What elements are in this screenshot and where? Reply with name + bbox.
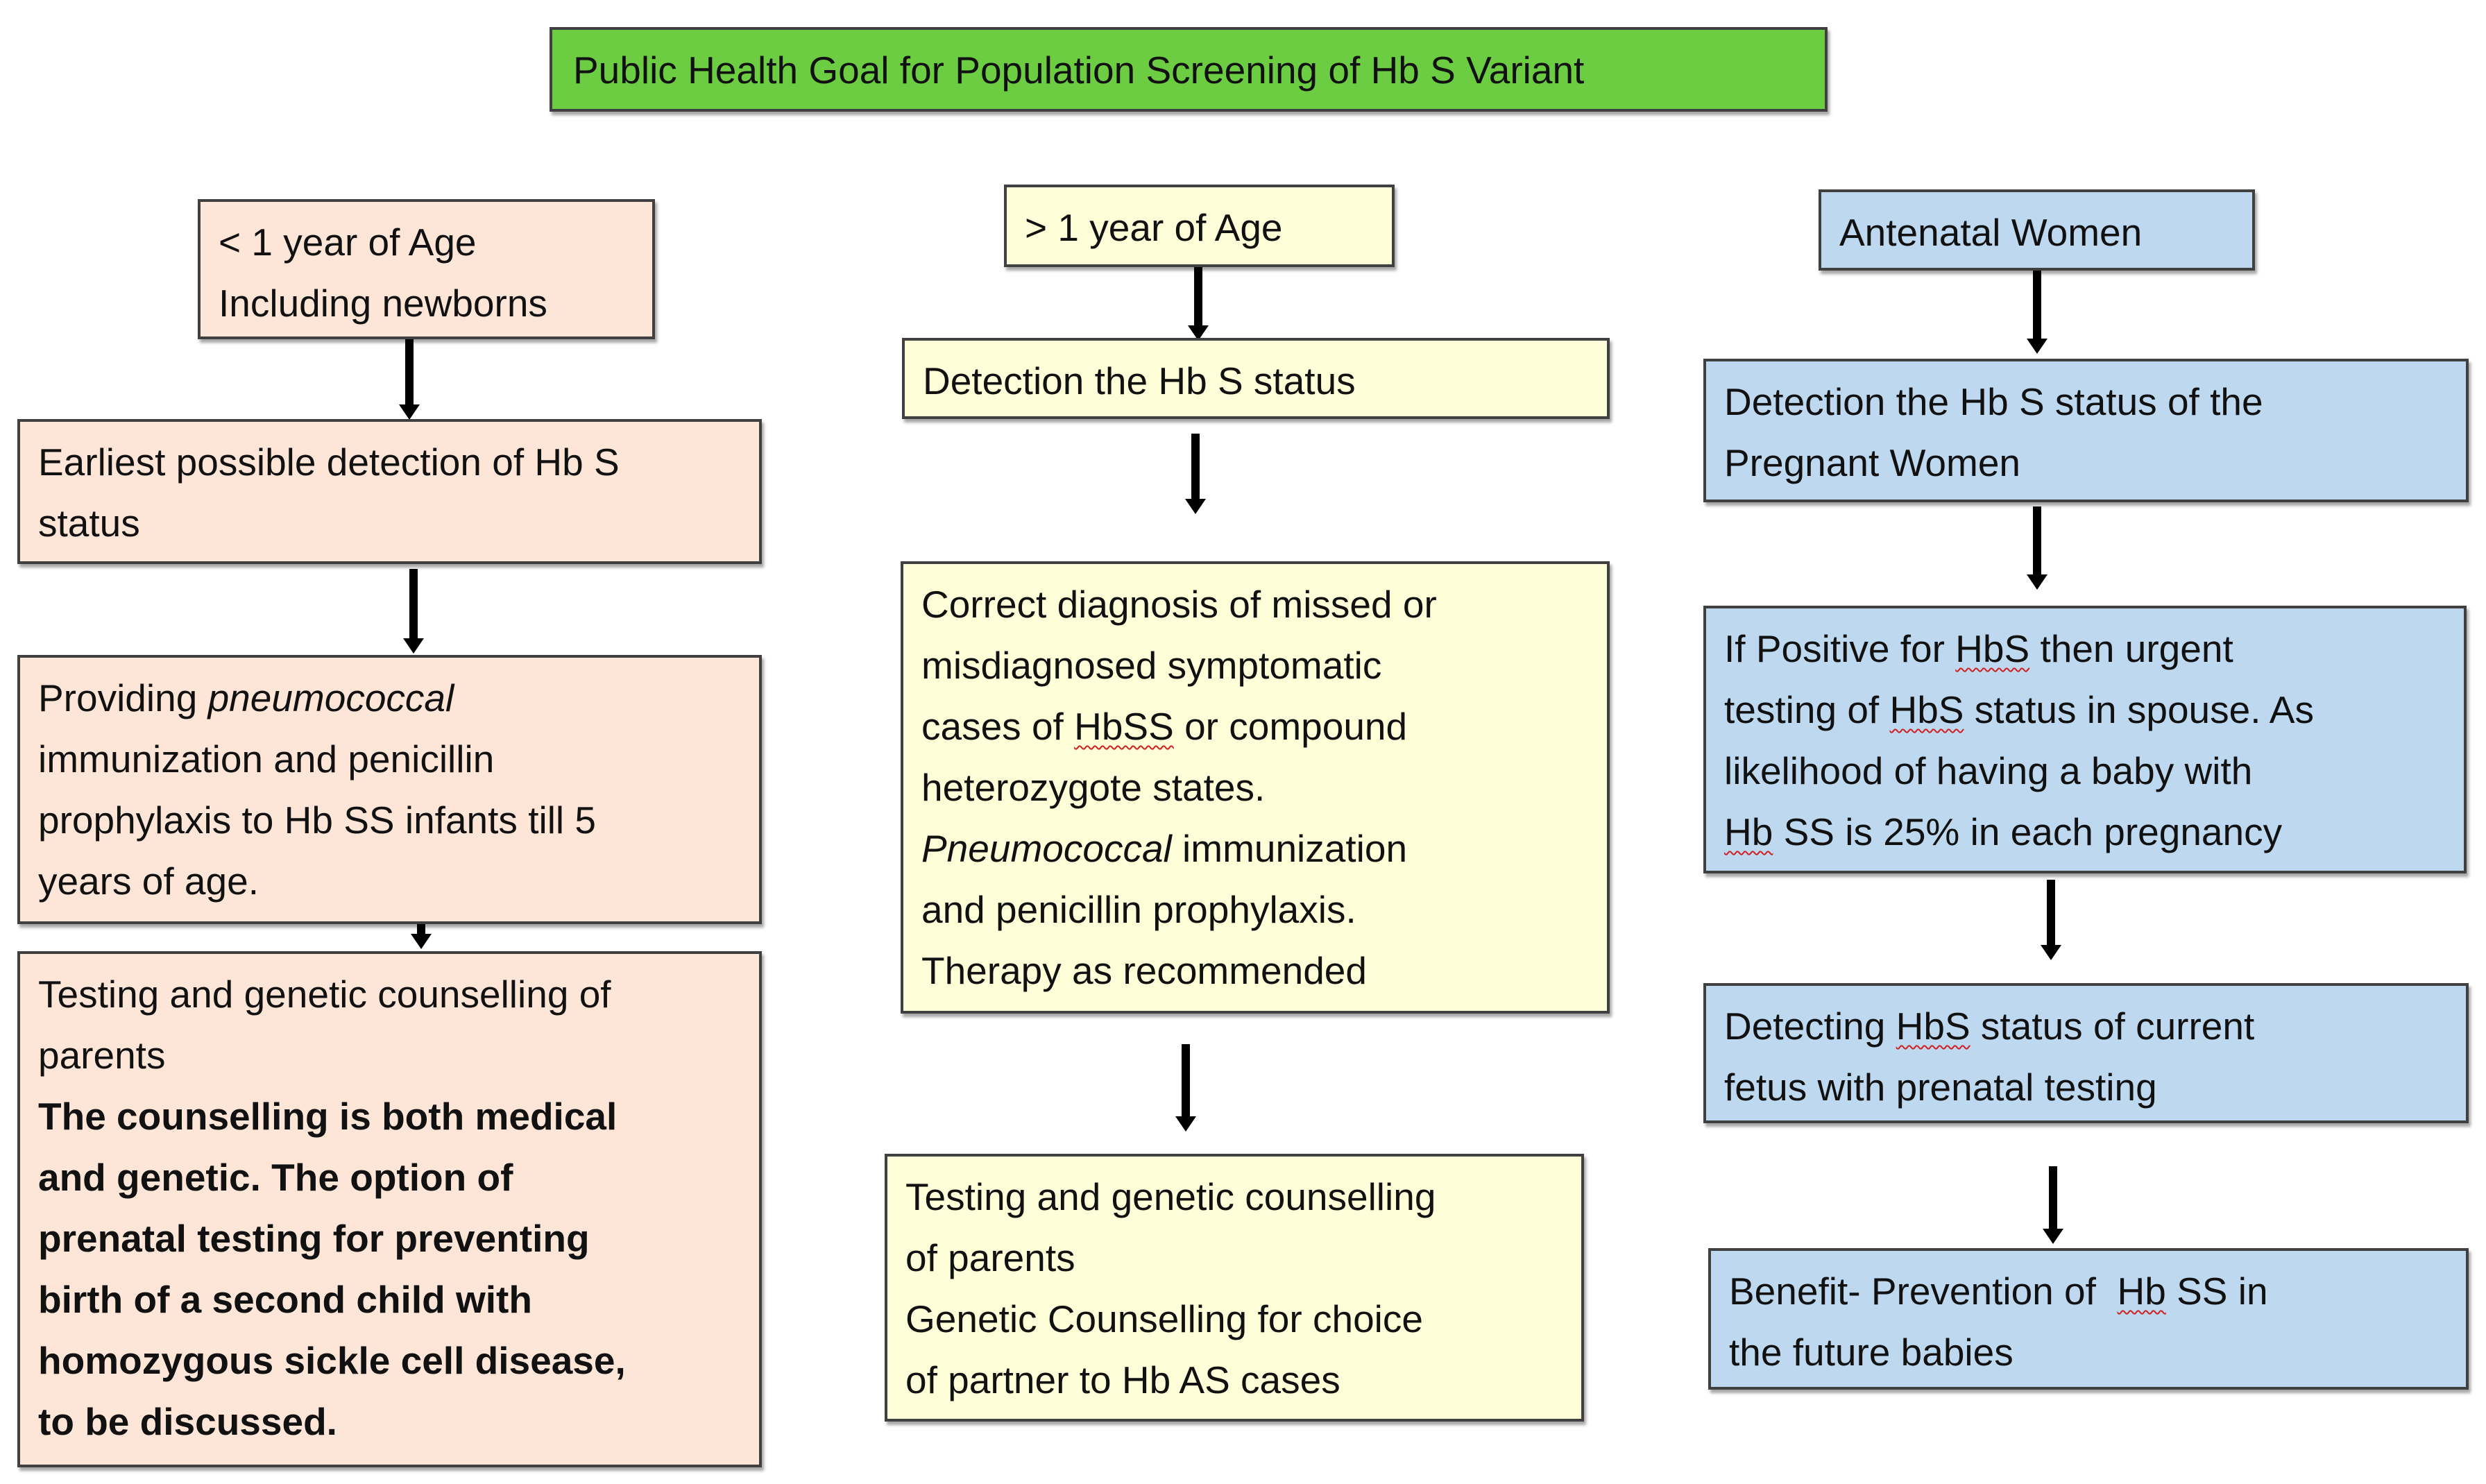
text-line: Hb SS is 25% in each pregnancy xyxy=(1724,801,2446,862)
title-text: Public Health Goal for Population Screen… xyxy=(573,49,1585,92)
right-detection-box: Detection the Hb S status of the Pregnan… xyxy=(1703,359,2469,502)
text-line: cases of HbSS or compound xyxy=(921,696,1589,757)
arrow-down-icon xyxy=(2043,1166,2063,1244)
text-line: < 1 year of Age xyxy=(219,221,477,264)
bold-text-line: The counselling is both medical xyxy=(38,1095,618,1138)
text-line: of partner to Hb AS cases xyxy=(905,1358,1340,1401)
text-line: likelihood of having a baby with xyxy=(1724,749,2253,792)
right-benefit-box: Benefit- Prevention of Hb SS in the futu… xyxy=(1708,1248,2469,1390)
text-line: Detection the Hb S status xyxy=(923,359,1356,402)
arrow-down-icon xyxy=(2027,506,2047,590)
text-segment: HbS xyxy=(1955,627,2030,670)
text-line: years of age. xyxy=(38,860,259,903)
text-line: Pregnant Women xyxy=(1724,441,2021,484)
text-line: Detection the Hb S status of the xyxy=(1724,380,2263,423)
text-segment: HbSS xyxy=(1074,705,1174,748)
text-segment: immunization xyxy=(1171,827,1408,870)
text-segment: Detecting xyxy=(1724,1005,1896,1048)
text-line: Providing pneumococcal xyxy=(38,667,741,728)
text-line: immunization and penicillin xyxy=(38,737,495,781)
text-line: Correct diagnosis of missed or xyxy=(921,583,1437,626)
text-line: Testing and genetic counselling of xyxy=(38,973,611,1016)
text-line: prophylaxis to Hb SS infants till 5 xyxy=(38,799,596,842)
text-segment: SS in xyxy=(2165,1270,2268,1313)
text-segment: status in spouse. As xyxy=(1964,688,2314,731)
middle-age-box: > 1 year of Age xyxy=(1004,185,1395,267)
bold-text-line: homozygous sickle cell disease, xyxy=(38,1339,626,1382)
left-detection-box: Earliest possible detection of Hb S stat… xyxy=(17,419,762,564)
text-segment: or compound xyxy=(1173,705,1408,748)
text-line: testing of HbS status in spouse. As xyxy=(1724,679,2446,740)
arrow-down-icon xyxy=(411,924,432,949)
bold-text-line: to be discussed. xyxy=(38,1400,337,1443)
arrow-down-icon xyxy=(399,339,420,420)
middle-counselling-box: Testing and genetic counselling of paren… xyxy=(885,1154,1584,1422)
text-segment: Providing xyxy=(38,676,208,719)
title-box: Public Health Goal for Population Screen… xyxy=(550,27,1828,112)
text-line: Pneumococcal immunization xyxy=(921,818,1589,879)
text-line: Including newborns xyxy=(219,282,547,325)
text-line: > 1 year of Age xyxy=(1025,206,1283,249)
text-segment: If Positive for xyxy=(1724,627,1956,670)
arrow-down-icon xyxy=(1188,267,1209,341)
bold-text-line: prenatal testing for preventing xyxy=(38,1217,590,1260)
text-line: Earliest possible detection of Hb S xyxy=(38,441,620,484)
text-line: heterozygote states. xyxy=(921,766,1266,809)
text-line: status xyxy=(38,502,140,545)
right-spouse-testing-box: If Positive for HbS then urgent testing … xyxy=(1703,606,2467,873)
text-segment: testing of xyxy=(1724,688,1890,731)
text-segment: Benefit- Prevention of xyxy=(1729,1270,2118,1313)
text-line: the future babies xyxy=(1729,1331,2014,1374)
bold-text-line: birth of a second child with xyxy=(38,1278,532,1321)
text-segment: then urgent xyxy=(2029,627,2233,670)
text-line: Genetic Counselling for choice xyxy=(905,1297,1423,1340)
text-line: Testing and genetic counselling xyxy=(905,1175,1436,1218)
text-line: misdiagnosed symptomatic xyxy=(921,644,1382,687)
left-counselling-box: Testing and genetic counselling of paren… xyxy=(17,951,762,1467)
right-fetus-testing-box: Detecting HbS status of current fetus wi… xyxy=(1703,983,2469,1123)
text-line: and penicillin prophylaxis. xyxy=(921,888,1356,931)
arrow-down-icon xyxy=(2027,271,2047,354)
text-line: Benefit- Prevention of Hb SS in xyxy=(1729,1261,2448,1322)
left-age-box: < 1 year of Age Including newborns xyxy=(198,199,655,339)
text-line: If Positive for HbS then urgent xyxy=(1724,618,2446,679)
text-segment: status of current xyxy=(1970,1005,2255,1048)
arrow-down-icon xyxy=(1175,1044,1196,1132)
text-segment: cases of xyxy=(921,705,1075,748)
text-segment: SS is 25% in each pregnancy xyxy=(1773,810,2283,853)
text-segment: Hb xyxy=(2117,1270,2166,1313)
text-line: parents xyxy=(38,1034,166,1077)
middle-detection-box: Detection the Hb S status xyxy=(902,338,1610,419)
text-line: Therapy as recommended xyxy=(921,949,1367,992)
right-antenatal-box: Antenatal Women xyxy=(1819,189,2255,271)
text-segment: HbS xyxy=(1889,688,1964,731)
arrow-down-icon xyxy=(2041,880,2061,960)
italic-text: Pneumococcal xyxy=(921,827,1172,870)
arrow-down-icon xyxy=(1185,434,1206,514)
text-line: Detecting HbS status of current xyxy=(1724,996,2448,1057)
text-line: of parents xyxy=(905,1236,1075,1279)
text-segment: Hb xyxy=(1724,810,1773,853)
arrow-down-icon xyxy=(403,569,424,654)
text-segment: HbS xyxy=(1896,1005,1970,1048)
middle-diagnosis-box: Correct diagnosis of missed or misdiagno… xyxy=(901,561,1610,1014)
text-line: fetus with prenatal testing xyxy=(1724,1066,2157,1109)
bold-text-line: and genetic. The option of xyxy=(38,1156,513,1199)
text-line: Antenatal Women xyxy=(1839,211,2143,254)
italic-text: pneumococcal xyxy=(207,676,454,719)
left-immunization-box: Providing pneumococcal immunization and … xyxy=(17,655,762,924)
